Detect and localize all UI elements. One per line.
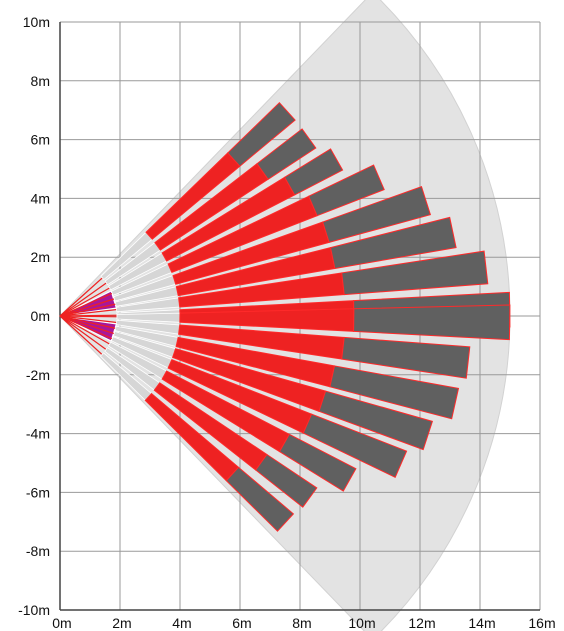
beam-far-segment	[225, 466, 295, 532]
beam-far-segment	[329, 365, 460, 420]
y-tick-label: -10m	[18, 602, 50, 618]
y-tick-label: -6m	[26, 484, 50, 500]
beam-far-segment	[302, 413, 408, 478]
x-tick-label: 12m	[408, 615, 435, 631]
beam-far-segment	[227, 101, 296, 167]
x-tick-label: 0m	[52, 615, 71, 631]
y-tick-label: 2m	[31, 249, 50, 265]
x-tick-label: 10m	[348, 615, 375, 631]
y-tick-label: 0m	[31, 308, 50, 324]
y-tick-label: 8m	[31, 73, 50, 89]
x-tick-label: 16m	[528, 615, 555, 631]
y-tick-label: 6m	[31, 132, 50, 148]
beam-far-segment	[341, 336, 471, 379]
x-tick-label: 4m	[172, 615, 191, 631]
tick-labels: 0m 2m 4m 6m 8m 10m 12m 14m 16m 10m 8m 6m 4m 2m 0m -2m -4…	[18, 14, 556, 631]
beam-far-segment	[308, 164, 385, 217]
y-tick-label: -2m	[26, 367, 50, 383]
beam-far-segment	[255, 453, 318, 508]
beam-far-segment	[318, 390, 434, 451]
beam-far-segment	[278, 433, 357, 492]
beam-far-segment	[256, 128, 317, 180]
x-tick-label: 8m	[292, 615, 311, 631]
beam-far-segment	[329, 216, 457, 270]
beam-far-segment	[353, 304, 511, 341]
x-tick-label: 6m	[232, 615, 251, 631]
beam-layer	[59, 101, 511, 532]
y-tick-label: 4m	[31, 190, 50, 206]
x-tick-label: 14m	[468, 615, 495, 631]
y-tick-label: -8m	[26, 543, 50, 559]
beam-far-segment	[341, 250, 489, 296]
beam-far-segment	[283, 148, 344, 196]
y-tick-label: -4m	[26, 426, 50, 442]
x-tick-label: 2m	[112, 615, 131, 631]
beam-far-segment	[322, 185, 432, 244]
y-tick-label: 10m	[23, 14, 50, 30]
